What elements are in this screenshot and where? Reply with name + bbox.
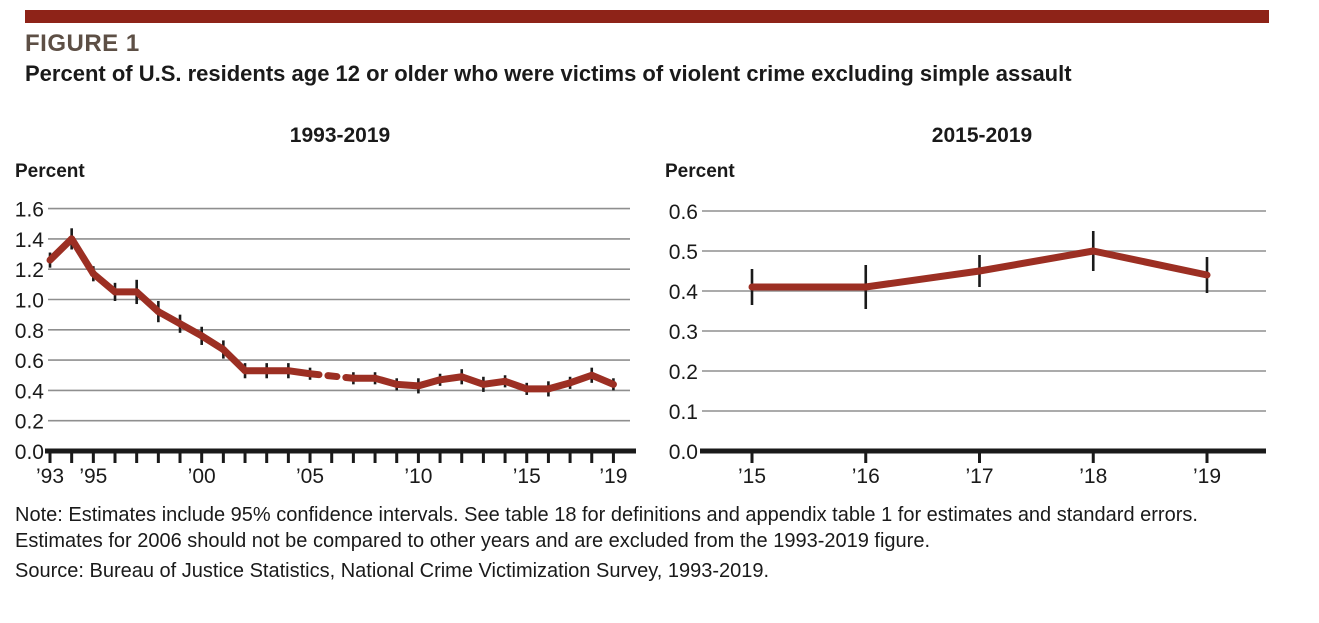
svg-text:0.5: 0.5 — [669, 241, 698, 264]
left-chart-ylabel: Percent — [15, 161, 85, 182]
line-chart-1993-2019: 0.0 0.2 0.4 0.6 0.8 1.0 1.2 1.4 1.6 ’93 ’95 ’00 ’05 ’… — [15, 199, 636, 488]
figure-label: FIGURE 1 — [25, 30, 140, 57]
right-chart-ylabel: Percent — [665, 161, 735, 182]
svg-text:’18: ’18 — [1079, 465, 1107, 488]
accent-top-bar — [25, 10, 1269, 23]
svg-text:0.6: 0.6 — [15, 350, 44, 373]
svg-text:0.3: 0.3 — [669, 321, 698, 344]
svg-text:’19: ’19 — [1193, 465, 1221, 488]
svg-text:’95: ’95 — [79, 465, 107, 488]
figure-source: Source: Bureau of Justice Statistics, Na… — [15, 560, 770, 582]
svg-text:’10: ’10 — [404, 465, 432, 488]
svg-text:’05: ’05 — [296, 465, 324, 488]
right-chart-title: 2015-2019 — [931, 124, 1033, 147]
svg-text:1.0: 1.0 — [15, 290, 44, 313]
svg-text:’15: ’15 — [513, 465, 541, 488]
svg-text:’93: ’93 — [36, 465, 64, 488]
svg-text:1.2: 1.2 — [15, 259, 44, 282]
svg-text:0.2: 0.2 — [15, 411, 44, 434]
note-line-1: Note: Estimates include 95% confidence i… — [15, 504, 1198, 526]
svg-text:0.8: 0.8 — [15, 320, 44, 343]
svg-text:’17: ’17 — [965, 465, 993, 488]
line-chart-2015-2019: 0.0 0.1 0.2 0.3 0.4 0.5 0.6 ’15 ’16 ’17 ’18 ’19 — [669, 201, 1266, 488]
figure-title: Percent of U.S. residents age 12 or olde… — [25, 61, 1072, 86]
svg-text:0.2: 0.2 — [669, 361, 698, 384]
svg-text:0.4: 0.4 — [15, 380, 45, 403]
svg-text:’19: ’19 — [599, 465, 627, 488]
figure-note: Note: Estimates include 95% confidence i… — [15, 502, 1310, 554]
note-line-2: Estimates for 2006 should not be compare… — [15, 530, 930, 552]
svg-text:0.6: 0.6 — [669, 201, 698, 224]
svg-text:1.6: 1.6 — [15, 199, 44, 222]
left-chart-title: 1993-2019 — [289, 124, 391, 147]
svg-text:’15: ’15 — [738, 465, 766, 488]
svg-text:1.4: 1.4 — [15, 229, 45, 252]
svg-text:0.1: 0.1 — [669, 401, 698, 424]
svg-text:0.0: 0.0 — [15, 441, 44, 464]
svg-text:0.0: 0.0 — [669, 441, 698, 464]
svg-text:’00: ’00 — [188, 465, 216, 488]
svg-text:0.4: 0.4 — [669, 281, 699, 304]
svg-text:’16: ’16 — [852, 465, 880, 488]
